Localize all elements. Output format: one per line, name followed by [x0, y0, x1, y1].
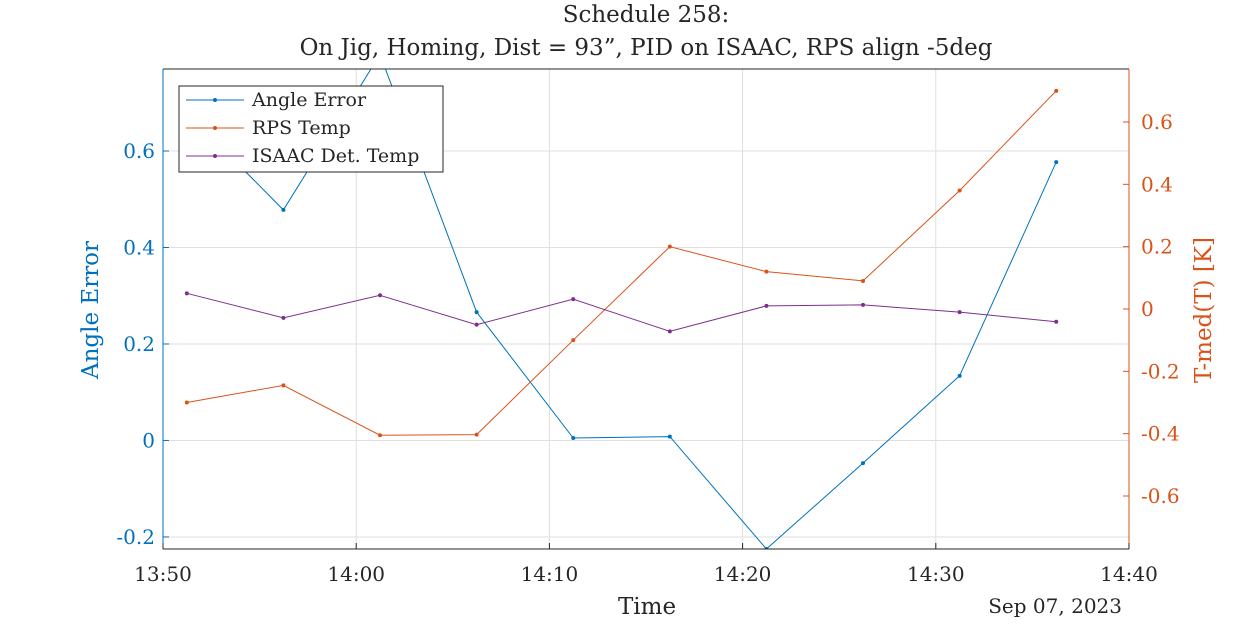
- x-axis-label: Time: [618, 594, 676, 620]
- ticks-layer: 13:50 14:00 14:10 14:20 14:30 14:40 -0.2 0 0.2 0.…: [116, 110, 1179, 586]
- x-tick-label: 13:50: [134, 562, 192, 586]
- data-point-isaac-temp: [474, 322, 479, 327]
- data-point-rps-temp: [1054, 88, 1059, 93]
- legend-label-angle-error: Angle Error: [251, 89, 367, 111]
- x-tick-label: 14:10: [521, 562, 579, 586]
- left-axis-label: Angle Error: [78, 241, 104, 380]
- legend: Angle Error RPS Temp ISAAC Det. Temp: [178, 85, 444, 173]
- data-point-angle-error: [667, 434, 672, 439]
- data-point-isaac-temp: [861, 302, 866, 307]
- x-tick-label: 14:20: [714, 562, 772, 586]
- data-point-rps-temp: [378, 433, 383, 438]
- data-point-rps-temp: [281, 383, 286, 388]
- data-point-angle-error: [1054, 160, 1059, 165]
- left-tick-label: 0.2: [123, 332, 155, 356]
- right-tick-label: -0.2: [1141, 359, 1180, 383]
- data-point-rps-temp: [667, 244, 672, 249]
- legend-marker-angle-error: [213, 98, 217, 102]
- data-point-angle-error: [861, 461, 866, 466]
- right-tick-label: 0: [1141, 297, 1154, 321]
- left-tick-label: -0.2: [116, 525, 155, 549]
- left-tick-label: 0.4: [123, 235, 155, 259]
- right-axis-label: T-med(T) [K]: [1191, 237, 1217, 383]
- right-tick-label: -0.6: [1141, 484, 1180, 508]
- data-point-rps-temp: [861, 278, 866, 283]
- series-line-rps-temp: [186, 90, 1057, 436]
- x-tick-label: 14:40: [1100, 562, 1158, 586]
- data-point-rps-temp: [571, 338, 576, 343]
- data-point-angle-error: [571, 436, 576, 441]
- data-point-isaac-temp: [378, 293, 383, 298]
- data-point-rps-temp: [474, 432, 479, 437]
- data-point-isaac-temp: [957, 310, 962, 315]
- data-point-angle-error: [957, 373, 962, 378]
- legend-label-rps-temp: RPS Temp: [252, 117, 351, 139]
- right-tick-label: -0.4: [1141, 422, 1180, 446]
- legend-entry-angle-error: Angle Error: [186, 89, 367, 111]
- data-point-isaac-temp: [184, 291, 189, 296]
- right-tick-label: 0.4: [1141, 172, 1173, 196]
- left-tick-label: 0.6: [123, 139, 155, 163]
- chart-title-line1: Schedule 258:: [563, 2, 730, 28]
- legend-marker-rps-temp: [213, 126, 217, 130]
- data-point-isaac-temp: [667, 329, 672, 334]
- legend-marker-isaac-temp: [213, 154, 217, 158]
- right-tick-label: 0.2: [1141, 235, 1173, 259]
- x-tick-label: 14:30: [907, 562, 965, 586]
- data-point-isaac-temp: [281, 315, 286, 320]
- data-point-rps-temp: [957, 188, 962, 193]
- legend-entry-rps-temp: RPS Temp: [186, 117, 351, 139]
- data-point-isaac-temp: [764, 303, 769, 308]
- data-point-isaac-temp: [1054, 319, 1059, 324]
- data-point-rps-temp: [764, 269, 769, 274]
- data-point-angle-error: [281, 207, 286, 212]
- right-tick-label: 0.6: [1141, 110, 1173, 134]
- chart-title-line2: On Jig, Homing, Dist = 93”, PID on ISAAC…: [300, 35, 993, 61]
- data-point-angle-error: [474, 310, 479, 315]
- legend-label-isaac-temp: ISAAC Det. Temp: [252, 145, 419, 167]
- legend-entry-isaac-temp: ISAAC Det. Temp: [186, 145, 419, 167]
- left-tick-label: 0: [142, 428, 155, 452]
- data-point-isaac-temp: [571, 297, 576, 302]
- x-tick-label: 14:00: [327, 562, 385, 586]
- series-line-isaac-temp: [186, 292, 1057, 332]
- x-date-label: Sep 07, 2023: [988, 594, 1122, 618]
- data-point-rps-temp: [184, 400, 189, 405]
